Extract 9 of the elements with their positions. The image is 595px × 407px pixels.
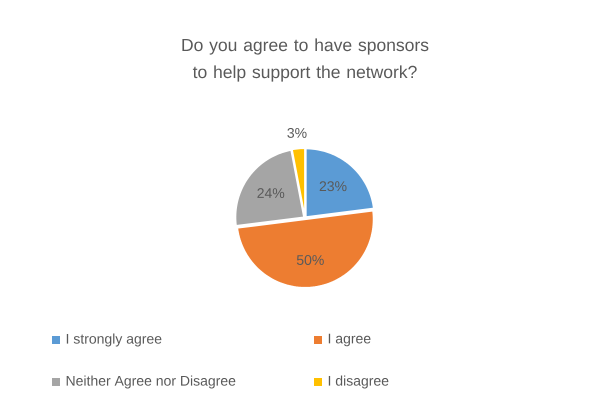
legend-label: Neither Agree nor Disagree [66, 375, 236, 389]
data-label: 50% [296, 255, 324, 265]
data-label: 24% [257, 188, 284, 198]
data-label: 3% [287, 128, 307, 138]
chart-title: Do you agree to have sponsors to help support the network? [182, 38, 428, 82]
legend-label: I strongly agree [66, 333, 162, 347]
data-label: 23% [320, 181, 347, 192]
legend-label: I agree [328, 334, 370, 346]
legend-label: I disagree [328, 375, 388, 389]
